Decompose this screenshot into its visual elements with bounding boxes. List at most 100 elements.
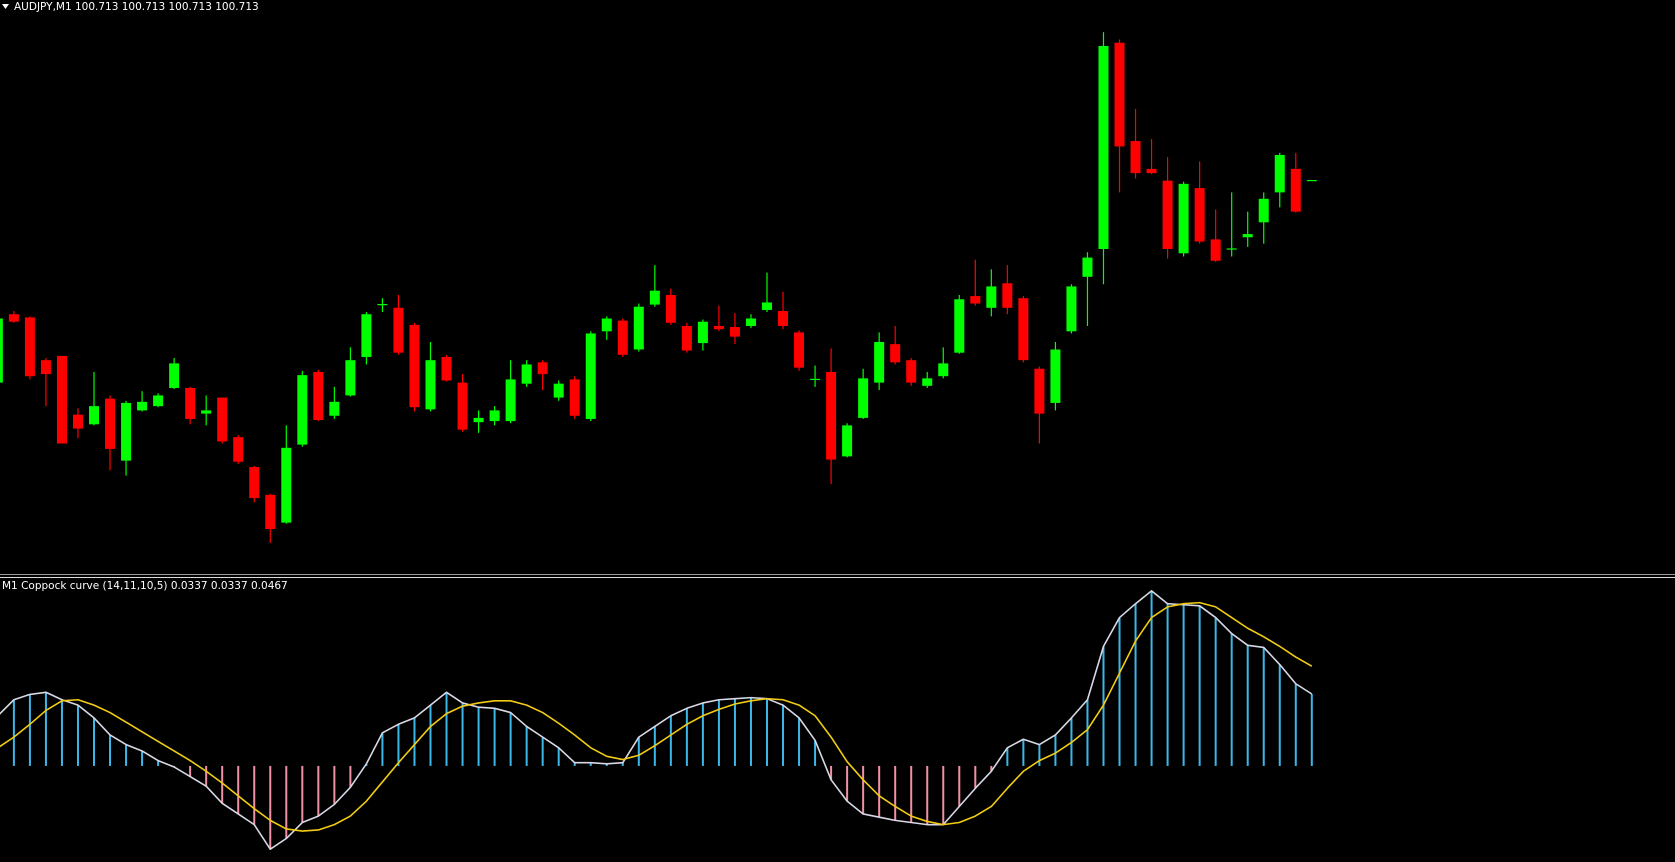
histogram-bar: [1118, 617, 1121, 766]
histogram-bar: [349, 765, 352, 788]
candle-body: [729, 327, 740, 337]
histogram-bar: [333, 765, 336, 805]
histogram-bar: [669, 715, 672, 766]
histogram-bar: [1038, 744, 1041, 766]
candle-body: [105, 398, 116, 449]
histogram-bar: [910, 765, 913, 823]
indicator-line: [0, 601, 1313, 832]
candle-body: [810, 378, 821, 381]
histogram-bar: [525, 726, 528, 766]
candle-body: [745, 318, 756, 326]
candle-body: [778, 311, 789, 326]
candle-body: [249, 467, 260, 499]
candle-body: [297, 375, 308, 445]
histogram-bar: [44, 692, 47, 766]
histogram-bar: [1310, 693, 1313, 766]
candle-body: [906, 360, 917, 383]
histogram-bar: [1166, 603, 1169, 766]
histogram-bar: [798, 717, 801, 766]
candle-body: [1130, 141, 1141, 174]
candle-body: [457, 382, 468, 430]
candle-body: [521, 364, 532, 384]
candle-body: [233, 437, 244, 462]
histogram-bar: [60, 699, 63, 766]
histogram-bar: [109, 734, 112, 766]
histogram-bar: [221, 765, 224, 804]
candle-body: [1258, 198, 1269, 223]
histogram-bar: [253, 765, 256, 825]
candle-body: [1082, 257, 1093, 277]
candle-body: [954, 299, 965, 353]
histogram-bar: [301, 765, 304, 823]
candle-body: [1178, 183, 1189, 254]
candle-body: [713, 325, 724, 330]
histogram-bar: [717, 699, 720, 766]
candle-body: [986, 286, 997, 308]
candle-body: [345, 360, 356, 396]
menu-arrow[interactable]: [2, 4, 9, 9]
candle-body: [8, 314, 19, 322]
candle-body: [1242, 234, 1253, 238]
histogram-bar: [765, 698, 768, 766]
histogram-bar: [846, 765, 849, 802]
histogram-bar: [189, 765, 192, 777]
candle-body: [217, 397, 228, 442]
histogram-bar: [509, 712, 512, 766]
candle-body: [1162, 180, 1173, 250]
histogram-bar: [157, 760, 160, 766]
candle-body: [121, 402, 132, 461]
candle-body: [569, 379, 580, 416]
histogram-bar: [429, 705, 432, 766]
candle-body: [425, 360, 436, 410]
histogram-bar: [1054, 734, 1057, 766]
histogram-bar: [397, 724, 400, 766]
candle-body: [1098, 45, 1109, 250]
candle-body: [393, 307, 404, 353]
candle-body: [72, 414, 83, 429]
candle-body: [938, 363, 949, 377]
histogram-bar: [1214, 617, 1217, 766]
candle-body: [56, 355, 67, 444]
candle-body: [377, 304, 388, 306]
candle-body: [505, 379, 516, 422]
histogram-bar: [1278, 664, 1281, 766]
candle-body: [329, 401, 340, 416]
indicator-title: M1 Coppock curve (14,11,10,5) 0.0337 0.0…: [2, 580, 288, 592]
candle-body: [89, 406, 100, 425]
candle-body: [473, 417, 484, 423]
histogram-bar: [814, 740, 817, 766]
candle-body: [1146, 168, 1157, 174]
candle-body: [281, 447, 292, 523]
candle-body: [409, 324, 420, 408]
candle-body: [1018, 298, 1029, 361]
histogram-bar: [1262, 647, 1265, 766]
candle-body: [826, 371, 837, 460]
histogram-bar: [1006, 747, 1009, 766]
histogram-bar: [317, 765, 320, 817]
histogram-bar: [878, 765, 881, 818]
histogram-bar: [237, 765, 240, 814]
histogram-bar: [958, 765, 961, 807]
candle-body: [1034, 368, 1045, 414]
candle-body: [1002, 283, 1013, 308]
candle-body: [313, 371, 324, 421]
candle-body: [1194, 188, 1205, 242]
histogram-bar: [830, 765, 833, 780]
histogram-bar: [1022, 739, 1025, 766]
histogram-bar: [637, 737, 640, 766]
candle-body: [649, 290, 660, 305]
candle-body: [761, 302, 772, 310]
candle-body: [201, 410, 212, 414]
histogram-bar: [28, 694, 31, 766]
chart-title: AUDJPY,M1 100.713 100.713 100.713 100.71…: [14, 1, 259, 13]
histogram-bar: [76, 705, 79, 766]
candle-body: [361, 314, 372, 357]
candle-body: [633, 306, 644, 350]
candle-body: [1210, 239, 1221, 261]
candle-body: [601, 318, 612, 332]
candle-body: [842, 425, 853, 457]
histogram-bar: [1198, 605, 1201, 766]
